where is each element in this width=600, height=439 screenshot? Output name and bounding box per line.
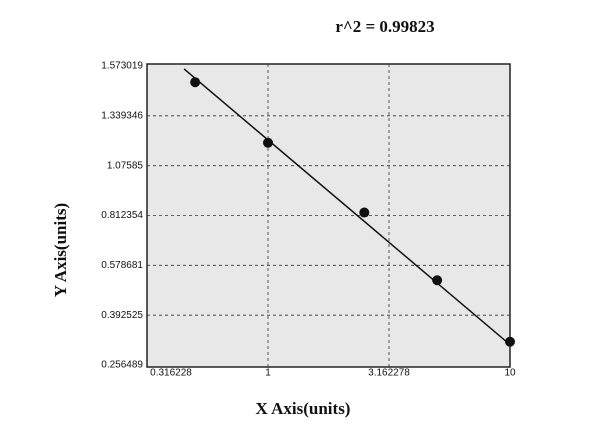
y-tick-label: 0.392525 — [101, 310, 143, 321]
data-point — [432, 275, 443, 286]
y-tick-label: 1.573019 — [101, 61, 143, 72]
chart-title: r^2 = 0.99823 — [335, 17, 434, 36]
y-tick-label: 1.339346 — [101, 110, 143, 121]
fit-line — [183, 68, 511, 346]
y-tick-label: 1.07585 — [107, 160, 144, 171]
data-point — [505, 336, 515, 347]
x-tick-label: 1 — [265, 368, 271, 379]
x-tick-label: 3.162278 — [368, 368, 410, 379]
x-tick-label: 0.316228 — [150, 368, 192, 379]
data-point — [262, 137, 273, 148]
y-tick-label: 0.578681 — [101, 260, 143, 271]
y-axis-label: Y Axis(units) — [51, 203, 70, 297]
x-axis-label: X Axis(units) — [256, 399, 351, 418]
y-tick-label: 0.812354 — [101, 210, 143, 221]
data-point — [359, 207, 370, 218]
data-point — [190, 77, 201, 88]
x-tick-label: 10 — [504, 368, 516, 379]
y-tick-label: 0.256489 — [101, 360, 143, 371]
